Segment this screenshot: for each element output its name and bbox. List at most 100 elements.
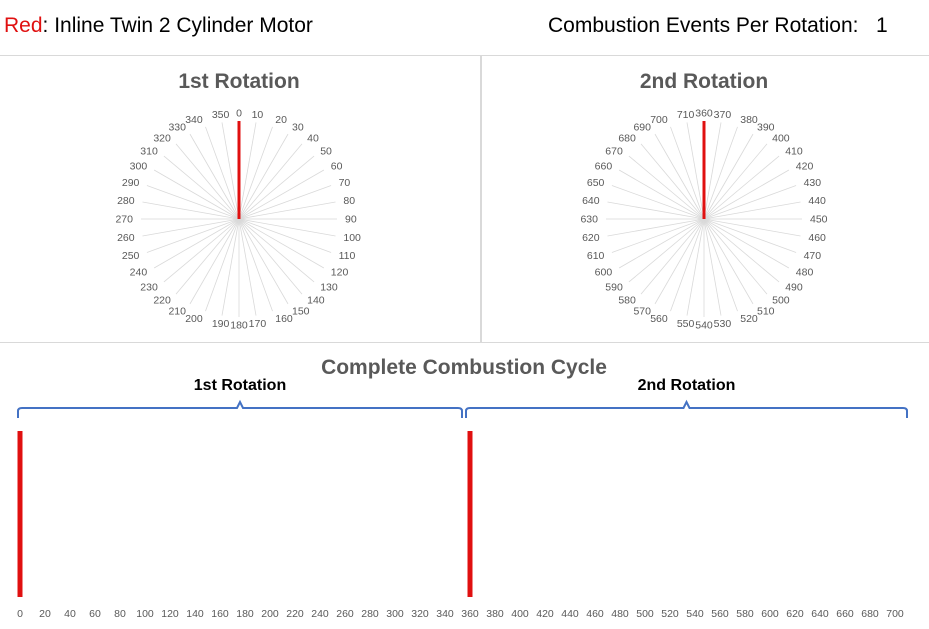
rotation1-spoke [238, 122, 257, 220]
rotation2-angle-label: 560 [650, 313, 668, 325]
rotation2-angle-label: 660 [595, 161, 613, 173]
motor-title: Red: Inline Twin 2 Cylinder Motor [4, 14, 313, 38]
rotation1-angle-label: 200 [185, 313, 203, 325]
rotation2-spoke [703, 155, 780, 220]
rotation2-angle-label: 600 [595, 267, 613, 279]
rotation2-spoke [686, 218, 705, 316]
rotation1-spoke [238, 169, 325, 220]
events-value: 1 [876, 14, 888, 37]
rotation1-title: 1st Rotation [178, 70, 299, 93]
cycle-x-tick: 0 [17, 608, 23, 620]
rotation1-angle-label: 350 [212, 109, 230, 121]
motor-name: : Inline Twin 2 Cylinder Motor [42, 14, 313, 37]
rotation1-angle-label: 280 [117, 195, 135, 207]
rotation2-spoke [703, 133, 754, 220]
rotation2-angle-label: 490 [785, 282, 803, 294]
rotation2-bracket [465, 399, 908, 418]
rotation2-spoke [703, 185, 797, 220]
rotation2-angle-label: 500 [772, 295, 790, 307]
cycle-x-tick: 80 [114, 608, 126, 620]
rotation2-angle-label: 680 [618, 132, 636, 144]
rotation1-spoke [238, 218, 315, 283]
header-divider [0, 55, 929, 56]
rotation2-spoke [703, 218, 754, 305]
rotation2-spoke [703, 218, 722, 316]
cycle-x-tick: 480 [611, 608, 629, 620]
rotation2-angle-label: 580 [618, 295, 636, 307]
rotation2-angle-label: 620 [582, 232, 600, 244]
rotation2-spoke [611, 218, 705, 253]
rotation1-spoke [142, 201, 240, 220]
rotation2-spoke [607, 218, 705, 237]
cycle-x-tick: 680 [861, 608, 879, 620]
rotation1-spoke [146, 218, 240, 253]
rotation1-label: 1st Rotation [194, 377, 286, 394]
rotation1-spoke [163, 218, 240, 283]
rotation1-spoke [163, 155, 240, 220]
rotation2-angle-label: 690 [633, 122, 651, 134]
cycle-x-tick: 660 [836, 608, 854, 620]
rotation2-angle-label: 400 [772, 132, 790, 144]
cycle-x-tick: 640 [811, 608, 829, 620]
rotation2-angle-label: 520 [740, 313, 758, 325]
rotation1-angle-label: 130 [320, 282, 338, 294]
rotation1-spoke [205, 126, 240, 220]
rotation1-spoke [238, 218, 303, 295]
rotation1-spoke [221, 218, 240, 316]
rotation1-angle-label: 250 [122, 250, 140, 262]
rotation1-angle-label: 290 [122, 177, 140, 189]
rotation1-spoke [238, 133, 289, 220]
rotation1-angle-label: 0 [236, 108, 242, 120]
rotation1-spoke [238, 126, 273, 220]
rotation1-spoke [238, 218, 273, 312]
cycle-x-tick: 560 [711, 608, 729, 620]
rotation1-spoke [221, 122, 240, 220]
rotation1-angle-label: 260 [117, 232, 135, 244]
rotation2-angle-label: 630 [580, 214, 598, 226]
rotation2-spoke [654, 133, 705, 220]
rotation1-spoke [238, 218, 325, 269]
rotation2-angle-label: 390 [757, 122, 775, 134]
rotation2-spoke [703, 122, 722, 220]
rotation1-spoke [238, 143, 303, 220]
rotation1-angle-label: 100 [343, 232, 361, 244]
rotation1-spoke [238, 218, 257, 316]
rotation1-angle-label: 330 [168, 122, 186, 134]
rotation2-spoke [703, 169, 790, 220]
rotation1-angle-label: 240 [130, 267, 148, 279]
rotation2-spoke [703, 143, 768, 220]
rotation2-spoke [703, 218, 797, 253]
rotation1-spoke [238, 218, 332, 253]
rotation1-angle-label: 110 [339, 250, 356, 262]
rotation2-angle-label: 640 [582, 195, 600, 207]
rotation2-title: 2nd Rotation [640, 70, 768, 93]
rotation2-angle-label: 450 [810, 214, 828, 226]
cycle-x-tick: 500 [636, 608, 654, 620]
cycle-x-tick: 60 [89, 608, 101, 620]
cycle-x-tick: 160 [211, 608, 229, 620]
rotation2-spoke [703, 218, 801, 237]
rotation2-spoke [703, 201, 801, 220]
rotation1-angle-label: 50 [320, 145, 332, 157]
rotation1-angle-label: 300 [130, 161, 148, 173]
cycle-x-tick: 440 [561, 608, 579, 620]
rotation2-angle-label: 550 [677, 318, 695, 330]
rotation2-angle-label: 590 [605, 282, 623, 294]
cycle-x-tick: 420 [536, 608, 554, 620]
cycle-x-tick: 400 [511, 608, 529, 620]
rotation2-spoke [670, 126, 705, 220]
rotation2-spoke [703, 218, 768, 295]
rotation2-spoke [686, 122, 705, 220]
rotation1-angle-label: 270 [115, 214, 133, 226]
cycle-x-tick: 280 [361, 608, 379, 620]
rotation1-angle-label: 80 [343, 195, 355, 207]
rotation2-angle-label: 430 [804, 177, 822, 189]
rotation1-angle-label: 190 [212, 318, 230, 330]
events-label: Combustion Events Per Rotation: [548, 14, 859, 37]
rotation2-angle-label: 420 [796, 161, 814, 173]
events-per-rotation: Combustion Events Per Rotation: 1 [548, 14, 888, 38]
rotation2-angle-label: 700 [650, 114, 668, 126]
rotation2-angle-label: 530 [714, 318, 732, 330]
rotation1-spoke [238, 185, 332, 220]
